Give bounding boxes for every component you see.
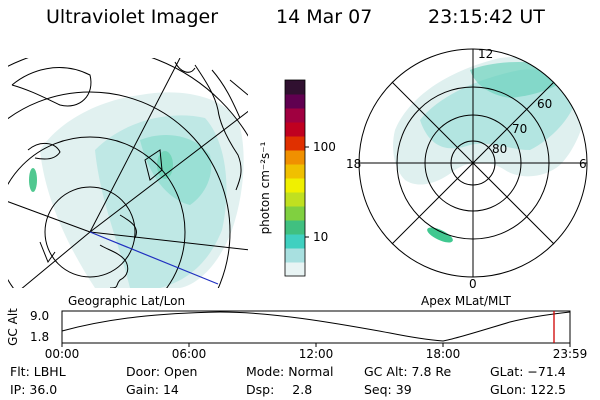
colorbar-swatch (285, 206, 305, 221)
colorbar-label-10: 10 (313, 230, 329, 244)
colorbar-swatch (285, 178, 305, 193)
colorbar-swatch (285, 136, 305, 151)
polar-mlt-12: 12 (478, 47, 493, 61)
gc-alt-ylabel: GC Alt (6, 308, 20, 346)
polar-aurora-spot (427, 227, 453, 243)
colorbar-swatch (285, 80, 305, 95)
gc-alt-xtick-1200: 12:00 (299, 347, 334, 361)
glon-label: GLon: (490, 382, 527, 397)
door-value: Open (164, 364, 198, 379)
gc-alt-plot (61, 310, 571, 347)
observation-time: 23:15:42 UT (428, 6, 545, 28)
gc-alt-label: GC Alt: (364, 364, 408, 379)
colorbar-swatch (285, 94, 305, 109)
glat-label: GLat: (490, 364, 524, 379)
gc-alt-xtick-1800: 18:00 (426, 347, 461, 361)
colorbar-unit-label: photon cm⁻²s⁻¹ (258, 141, 272, 235)
colorbar-swatch (285, 262, 305, 277)
geo-panel-label: Geographic Lat/Lon (68, 294, 185, 308)
colorbar-swatch (285, 164, 305, 179)
polar-lat-60: 60 (537, 97, 552, 111)
geographic-map (8, 58, 248, 288)
geo-longitude-lines (8, 58, 248, 288)
mode-label: Mode: (246, 364, 285, 379)
gain-value: 14 (162, 382, 179, 397)
gc-alt-xtick-0000: 00:00 (45, 347, 80, 361)
polar-panel-label: Apex MLat/MLT (421, 294, 511, 308)
filter-value: LBHL (33, 364, 66, 379)
mode-value: Normal (288, 364, 334, 379)
geo-track-line (89, 231, 219, 285)
geo-latitude-circles (8, 58, 248, 288)
instrument-title: Ultraviolet Imager (46, 6, 219, 28)
gc-alt-value: 7.8 Re (411, 364, 452, 379)
gc-alt-xtick-0600: 06:00 (172, 347, 207, 361)
polar-mlt-lines (359, 49, 587, 277)
colorbar-swatch (285, 220, 305, 235)
gain-label: Gain: (126, 382, 159, 397)
colorbar (284, 79, 309, 277)
polar-lat-80: 80 (492, 142, 507, 156)
colorbar-swatch (285, 122, 305, 137)
colorbar-swatch (285, 234, 305, 249)
colorbar-swatch (285, 248, 305, 263)
colorbar-label-100: 100 (313, 140, 336, 154)
colorbar-swatch (285, 192, 305, 207)
door-label: Door: (126, 364, 161, 379)
ip-value: 36.0 (29, 382, 58, 397)
polar-map (358, 48, 588, 278)
observation-date: 14 Mar 07 (276, 6, 373, 28)
gc-alt-xtick-2359: 23:59 (553, 347, 588, 361)
dsp-label: Dsp: (246, 382, 275, 397)
gc-alt-ytick-low: 1.8 (30, 330, 49, 344)
dsp-value: 2.8 (292, 382, 313, 397)
polar-mlt-18: 18 (346, 157, 361, 171)
gc-alt-curve (61, 311, 571, 342)
seq-value: 39 (395, 382, 412, 397)
gc-alt-ytick-high: 9.0 (30, 309, 49, 323)
colorbar-swatches (285, 80, 305, 277)
filter-label: Flt: (10, 364, 30, 379)
ip-label: IP: (10, 382, 26, 397)
polar-mlt-0: 0 (469, 277, 477, 291)
colorbar-swatch (285, 108, 305, 123)
glat-value: −71.4 (527, 364, 566, 379)
polar-mlt-6: 6 (579, 157, 587, 171)
geo-coastlines (11, 61, 248, 288)
colorbar-swatch (285, 150, 305, 165)
polar-lat-70: 70 (512, 122, 527, 136)
glon-value: 122.5 (530, 382, 566, 397)
geo-aurora-spot (29, 168, 37, 192)
seq-label: Seq: (364, 382, 392, 397)
